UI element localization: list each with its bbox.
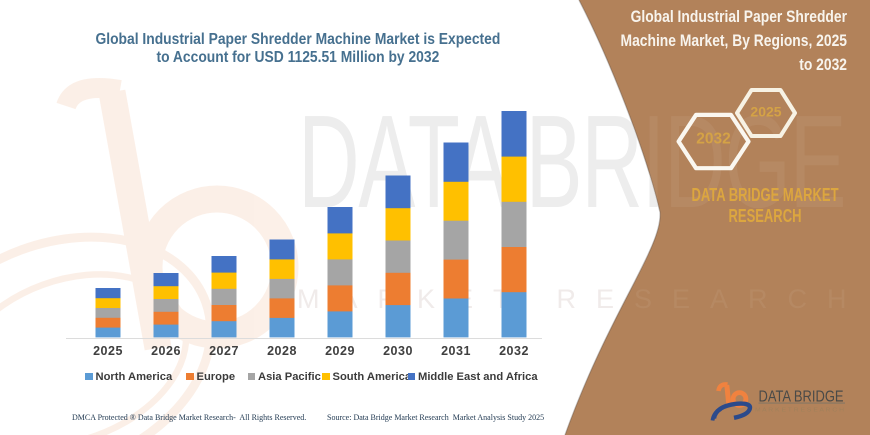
- svg-text:M A R K E T R E S E A R C H: M A R K E T R E S E A R C H: [755, 408, 844, 414]
- svg-text:2032: 2032: [696, 131, 730, 148]
- svg-text:DATA BRIDGE: DATA BRIDGE: [759, 388, 844, 405]
- svg-text:2025: 2025: [750, 104, 781, 120]
